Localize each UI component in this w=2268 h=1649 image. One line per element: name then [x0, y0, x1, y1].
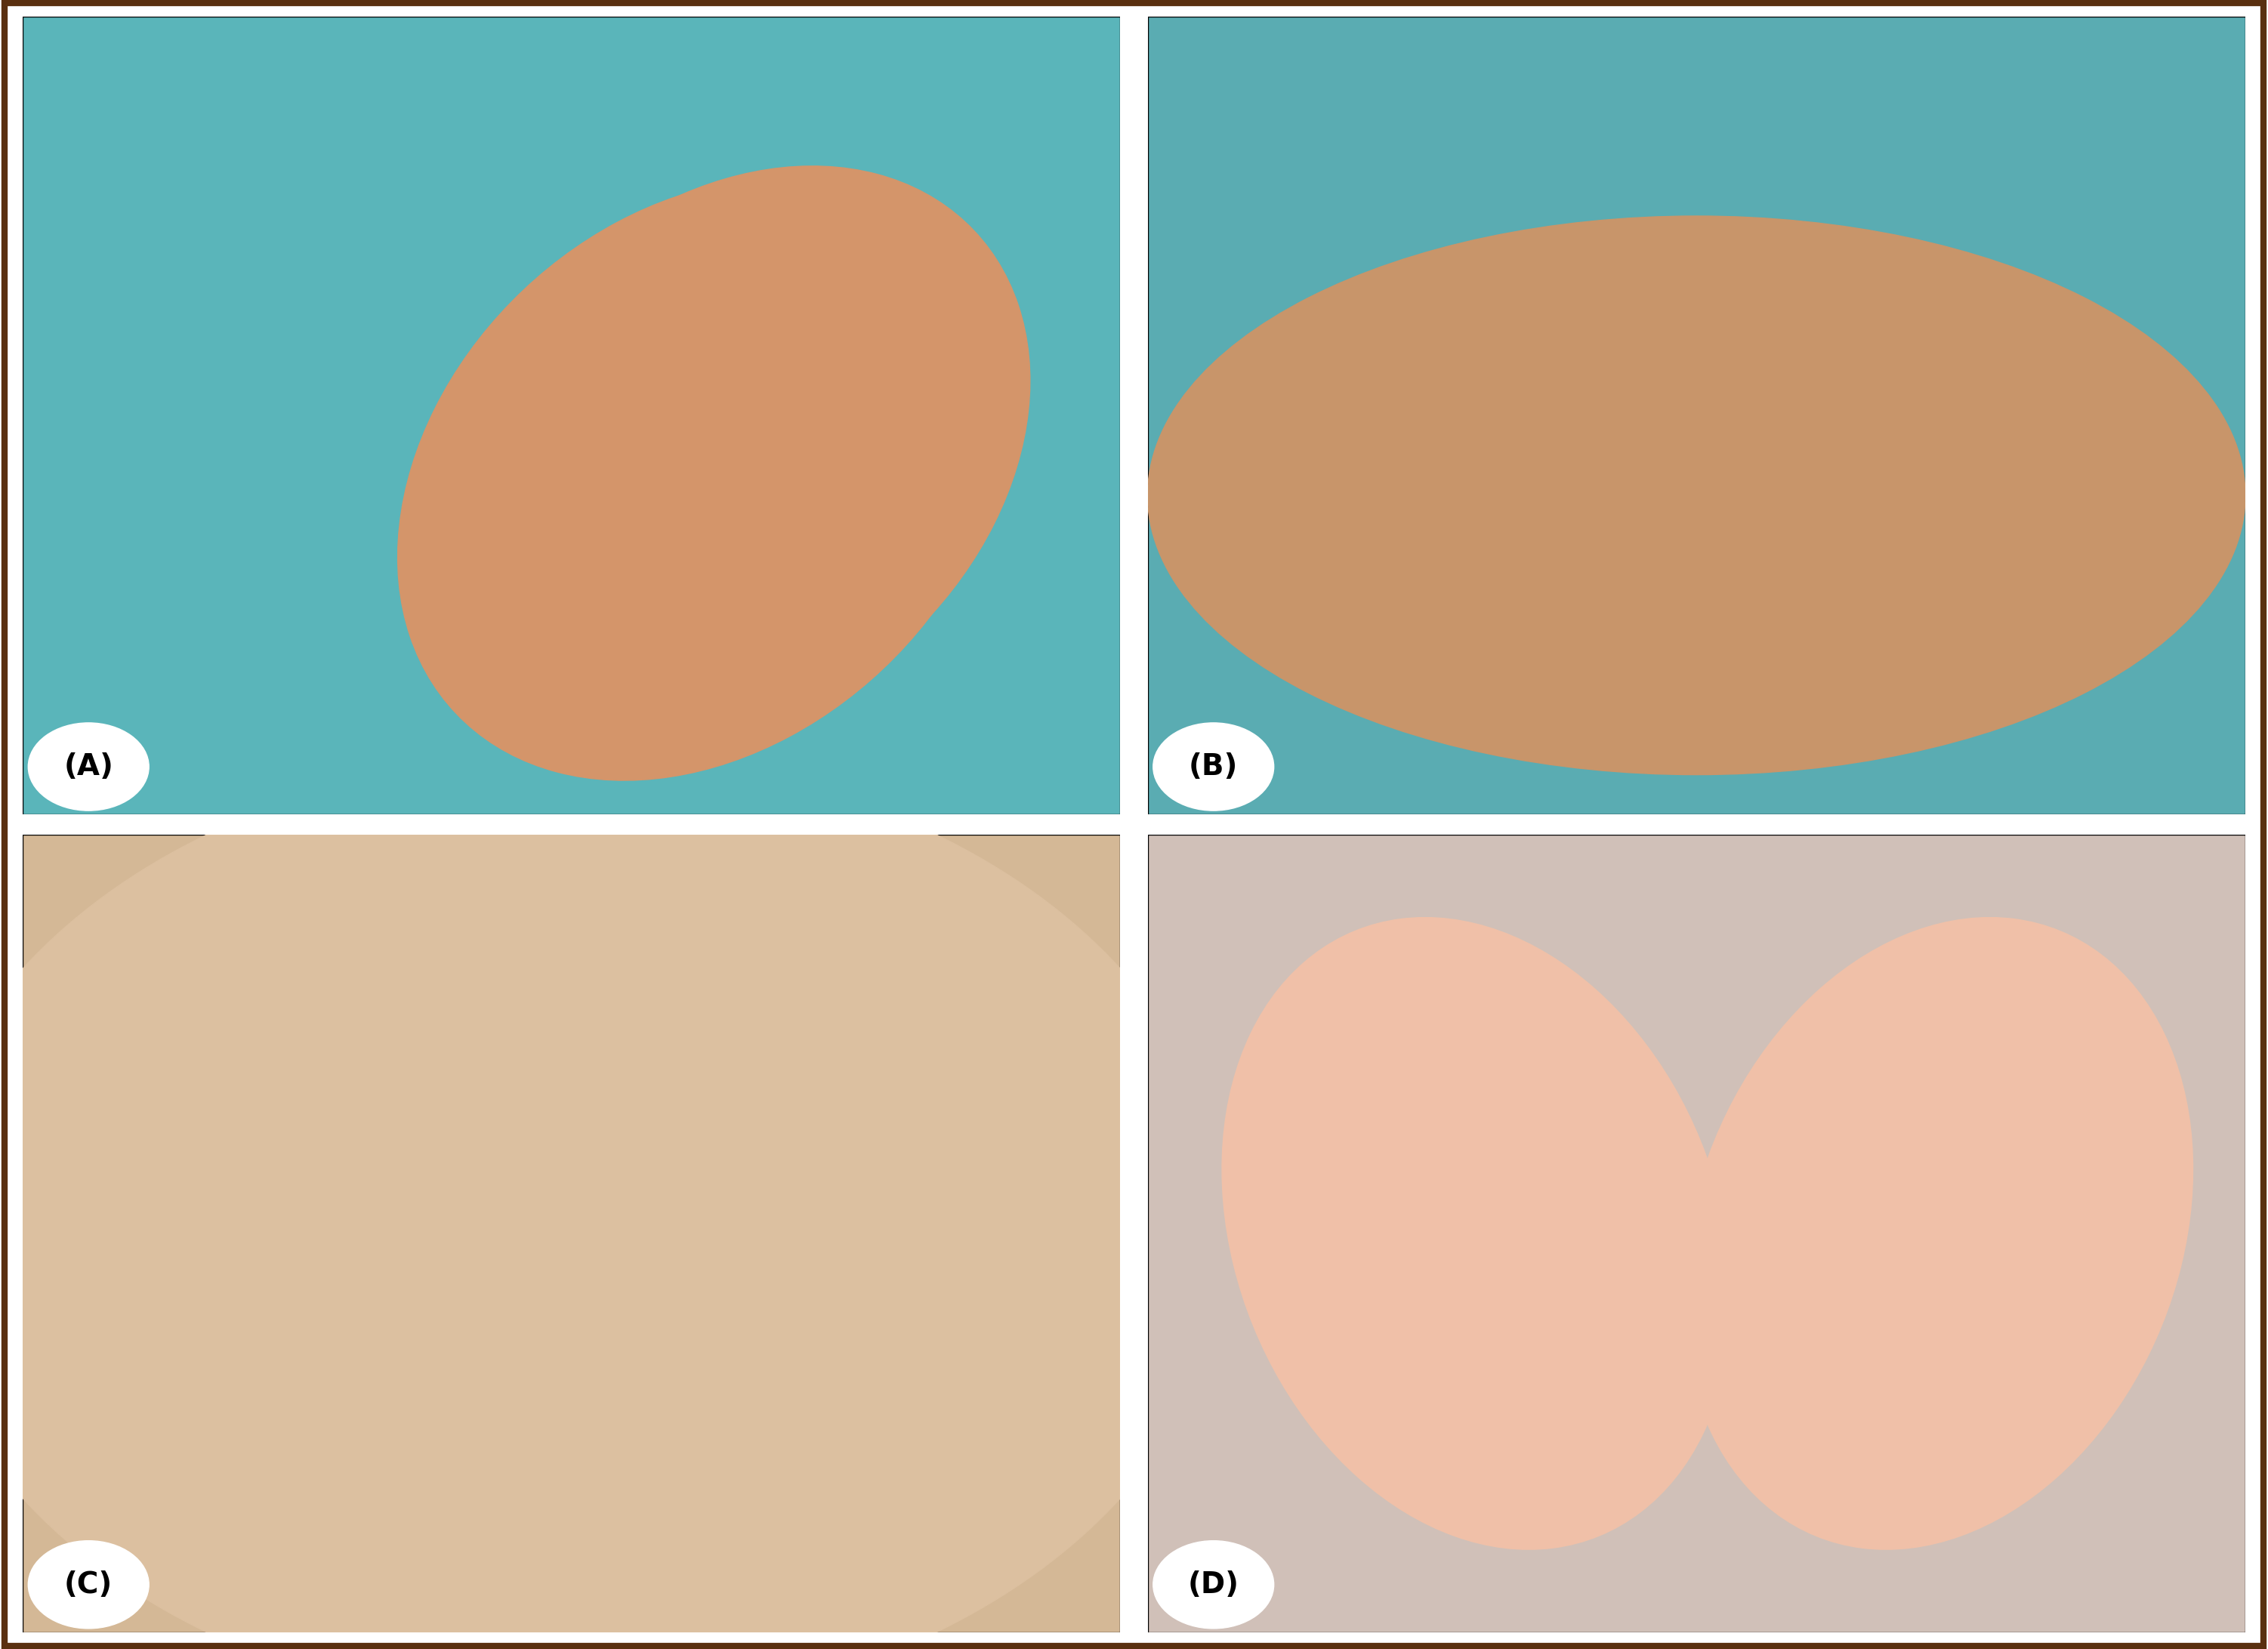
Circle shape: [1152, 722, 1275, 811]
Ellipse shape: [442, 167, 1030, 745]
FancyBboxPatch shape: [23, 834, 1120, 1633]
Ellipse shape: [0, 755, 1229, 1649]
FancyBboxPatch shape: [23, 16, 1120, 815]
Ellipse shape: [1222, 917, 1733, 1550]
Text: (C): (C): [64, 1570, 113, 1600]
Ellipse shape: [397, 178, 1009, 780]
FancyBboxPatch shape: [1148, 834, 2245, 1633]
Ellipse shape: [1148, 216, 2245, 775]
Circle shape: [27, 722, 150, 811]
Text: (A): (A): [64, 752, 113, 782]
Ellipse shape: [1683, 917, 2193, 1550]
Text: (B): (B): [1188, 752, 1238, 782]
Circle shape: [27, 1540, 150, 1629]
Circle shape: [1152, 1540, 1275, 1629]
Text: (D): (D): [1188, 1570, 1238, 1600]
FancyBboxPatch shape: [1148, 16, 2245, 815]
